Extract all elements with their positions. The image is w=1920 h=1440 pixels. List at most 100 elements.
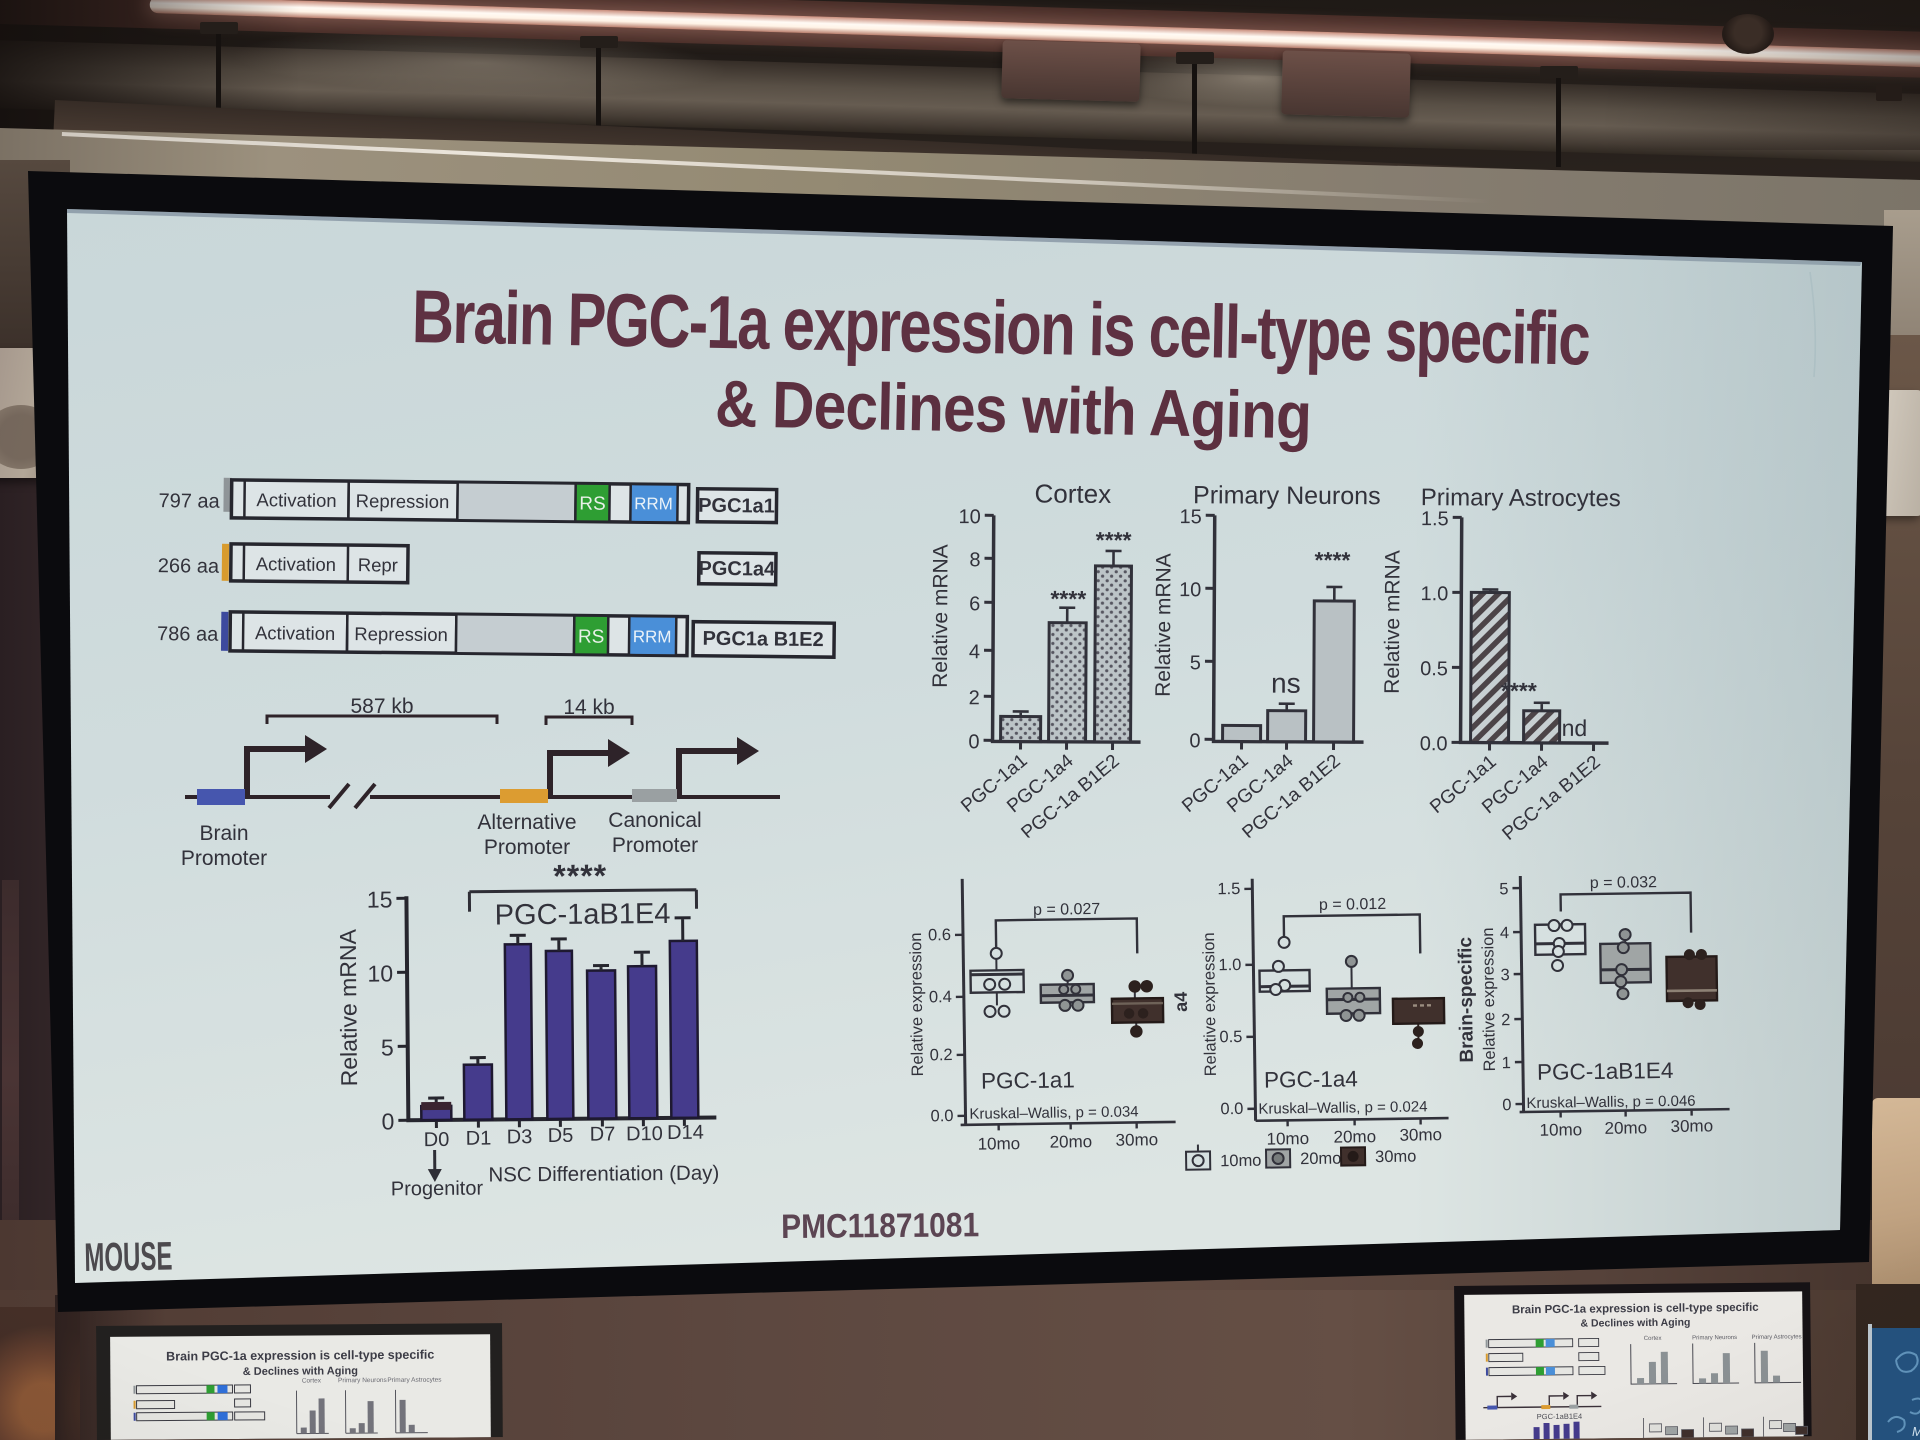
svg-text:10: 10 (1179, 579, 1201, 601)
svg-text:Relative expression: Relative expression (907, 932, 927, 1076)
svg-text:10mo: 10mo (1266, 1129, 1309, 1149)
svg-text:0.0: 0.0 (1420, 733, 1448, 755)
svg-text:2: 2 (1501, 1011, 1510, 1029)
svg-text:10mo: 10mo (978, 1134, 1021, 1154)
svg-text:D14: D14 (667, 1122, 704, 1144)
svg-text:PGC-1aB1E4: PGC-1aB1E4 (495, 898, 671, 932)
svg-text:0.0: 0.0 (1220, 1100, 1243, 1118)
svg-text:1.0: 1.0 (1420, 583, 1448, 605)
svg-text:M: M (1912, 1424, 1920, 1439)
svg-text:Cortex: Cortex (1644, 1336, 1662, 1342)
svg-text:10: 10 (958, 506, 980, 528)
svg-text:Primary Neurons: Primary Neurons (338, 1377, 388, 1384)
svg-text:Brain-specific: Brain-specific (1455, 936, 1478, 1062)
svg-text:Primary Neurons: Primary Neurons (1692, 1335, 1737, 1341)
svg-text:p = 0.012: p = 0.012 (1319, 896, 1387, 914)
svg-text:0.2: 0.2 (930, 1046, 953, 1064)
svg-text:Brain: Brain (199, 822, 248, 845)
svg-text:PGC-1aB1E4: PGC-1aB1E4 (1537, 1058, 1674, 1085)
svg-text:1.0: 1.0 (1218, 956, 1241, 974)
svg-text:Kruskal–Wallis, p = 0.024: Kruskal–Wallis, p = 0.024 (1258, 1098, 1427, 1117)
svg-text:****: **** (1315, 547, 1351, 573)
svg-text:RS: RS (579, 493, 606, 514)
svg-text:6: 6 (969, 593, 980, 615)
svg-text:Promoter: Promoter (484, 836, 570, 859)
svg-text:20mo: 20mo (1049, 1132, 1092, 1152)
svg-text:PGC-1a1: PGC-1a1 (981, 1067, 1075, 1093)
svg-text:0.4: 0.4 (929, 988, 952, 1006)
svg-text:D10: D10 (626, 1123, 663, 1145)
svg-text:3: 3 (1500, 966, 1509, 984)
svg-text:30mo: 30mo (1375, 1148, 1417, 1167)
svg-text:30mo: 30mo (1670, 1116, 1713, 1136)
svg-text:1: 1 (1502, 1054, 1511, 1072)
svg-text:Relative expression: Relative expression (1479, 927, 1499, 1071)
svg-text:RRM: RRM (633, 627, 672, 646)
svg-text:Primary Neurons: Primary Neurons (1193, 481, 1381, 510)
svg-text:Repression: Repression (356, 490, 450, 512)
svg-text:nd: nd (1562, 715, 1588, 741)
svg-text:797 aa: 797 aa (158, 490, 220, 513)
svg-text:Relative mRNA: Relative mRNA (1152, 553, 1176, 697)
svg-text:Primary Astrocytes: Primary Astrocytes (1752, 1334, 1802, 1341)
svg-text:30mo: 30mo (1399, 1125, 1442, 1145)
svg-text:Repression: Repression (354, 623, 448, 645)
svg-text:10mo: 10mo (1220, 1152, 1262, 1171)
svg-text:RRM: RRM (634, 494, 673, 513)
svg-text:PGC1a1: PGC1a1 (698, 495, 775, 518)
svg-text:0: 0 (381, 1108, 394, 1134)
svg-text:p = 0.027: p = 0.027 (1033, 901, 1101, 919)
svg-text:****: **** (553, 857, 607, 893)
svg-text:NSC Differentiation (Day): NSC Differentiation (Day) (488, 1162, 719, 1187)
svg-text:2: 2 (969, 687, 980, 709)
svg-text:Canonical: Canonical (608, 809, 701, 832)
svg-text:Promoter: Promoter (612, 834, 698, 857)
svg-text:1.5: 1.5 (1217, 880, 1240, 898)
svg-text:Activation: Activation (256, 553, 336, 575)
svg-text:PGC1a4: PGC1a4 (698, 558, 776, 581)
svg-text:Relative expression: Relative expression (1200, 932, 1220, 1076)
svg-text:& Declines with Aging: & Declines with Aging (1580, 1317, 1690, 1330)
svg-text:Cortex: Cortex (1034, 479, 1111, 509)
svg-text:5: 5 (381, 1034, 394, 1060)
svg-text:****: **** (1050, 586, 1086, 612)
svg-text:Primary Astrocytes: Primary Astrocytes (1421, 484, 1621, 512)
svg-text:5: 5 (1190, 652, 1201, 674)
svg-text:0: 0 (1189, 730, 1200, 752)
svg-text:0.5: 0.5 (1420, 658, 1448, 680)
svg-text:0: 0 (1502, 1096, 1511, 1114)
svg-text:20mo: 20mo (1604, 1118, 1647, 1138)
svg-text:30mo: 30mo (1115, 1130, 1158, 1150)
svg-text:D1: D1 (466, 1128, 492, 1150)
svg-text:15: 15 (367, 886, 393, 912)
svg-text:Relative mRNA: Relative mRNA (1381, 550, 1405, 694)
svg-text:5: 5 (1499, 880, 1508, 898)
svg-text:D3: D3 (507, 1126, 533, 1148)
svg-text:Cortex: Cortex (302, 1377, 322, 1384)
svg-text:PGC-1a4: PGC-1a4 (1264, 1066, 1358, 1092)
svg-text:0: 0 (968, 731, 979, 753)
svg-text:p = 0.032: p = 0.032 (1590, 874, 1658, 892)
svg-text:20mo: 20mo (1300, 1150, 1342, 1169)
svg-text:Repr: Repr (358, 554, 398, 575)
svg-text:4: 4 (969, 641, 980, 663)
svg-text:20mo: 20mo (1333, 1127, 1376, 1147)
svg-text:Activation: Activation (255, 622, 335, 644)
svg-text:Primary Astrocytes: Primary Astrocytes (387, 1377, 442, 1384)
svg-text:Relative mRNA: Relative mRNA (929, 544, 953, 688)
svg-text:0.5: 0.5 (1219, 1028, 1242, 1046)
svg-text:D7: D7 (590, 1123, 616, 1145)
svg-text:266 aa: 266 aa (158, 555, 220, 578)
svg-text:& Declines with Aging: & Declines with Aging (243, 1365, 358, 1378)
svg-text:ns: ns (1271, 668, 1301, 699)
svg-text:1.5: 1.5 (1421, 508, 1449, 530)
svg-text:0.6: 0.6 (928, 926, 951, 944)
svg-text:10: 10 (367, 960, 393, 986)
svg-text:Relative mRNA: Relative mRNA (335, 928, 362, 1086)
svg-text:587 kb: 587 kb (350, 695, 413, 718)
svg-text:D5: D5 (548, 1125, 574, 1147)
svg-text:Kruskal–Wallis, p = 0.034: Kruskal–Wallis, p = 0.034 (969, 1103, 1138, 1122)
svg-text:Progenitor: Progenitor (391, 1178, 484, 1201)
svg-text:Promoter: Promoter (181, 847, 267, 870)
svg-text:Activation: Activation (256, 489, 336, 511)
